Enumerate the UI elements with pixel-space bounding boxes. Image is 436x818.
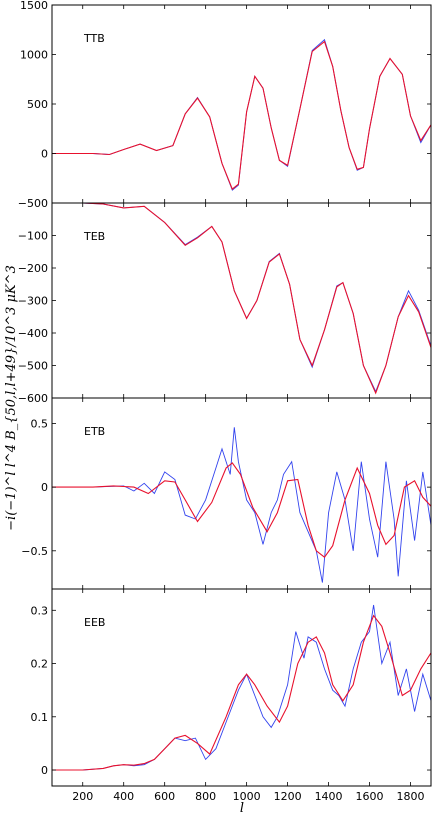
chart-panels: −500050010001500TTB−600−500−400−300−200−… (18, 0, 432, 787)
x-tick-label: 1400 (315, 790, 343, 803)
y-tick-label: 0 (41, 148, 48, 161)
x-tick-label: 1200 (274, 790, 302, 803)
y-tick-label: −600 (18, 392, 48, 405)
y-tick-label: −200 (18, 262, 48, 275)
panel-label: TEB (83, 230, 105, 243)
series-line-blue (52, 604, 431, 771)
y-axis-label: −i(−1)^l l^4 B_{50,l,l+49}/10^3 μK^3 (4, 265, 19, 531)
y-tick-label: 0.5 (31, 417, 49, 430)
y-tick-label: 500 (27, 98, 48, 111)
y-tick-label: 1500 (20, 0, 48, 12)
y-tick-label: 0 (41, 764, 48, 777)
x-axis-label: l (240, 801, 244, 816)
y-tick-label: −300 (18, 295, 48, 308)
y-tick-label: −0.5 (21, 545, 48, 558)
panel-label: ETB (84, 425, 105, 438)
x-tick-label: 200 (72, 790, 93, 803)
x-axis-ticks: 200 400 600 800 1000 1200 1400 1600 1800 (72, 790, 424, 803)
panel-ttb: −500 0 500 1000 1500 TTB (18, 0, 432, 210)
plot-frame (51, 202, 432, 399)
x-tick-label: 1000 (233, 790, 261, 803)
panel-etb: −0.5 0 0.5 ETB (21, 397, 432, 590)
x-tick-label: 1600 (356, 790, 384, 803)
panel-eeb: 0 0.1 0.2 0.3 EEB (31, 588, 432, 787)
series-line-blue (52, 203, 431, 393)
y-tick-label: −400 (18, 327, 48, 340)
y-tick-label: −500 (18, 197, 48, 210)
x-tick-label: 400 (113, 790, 134, 803)
series-line-blue (52, 427, 431, 583)
y-tick-label: 0.1 (31, 711, 49, 724)
x-tick-label: 600 (154, 790, 175, 803)
series-line-red (52, 40, 431, 190)
panel-label: EEB (84, 616, 105, 629)
panel-label: TTB (83, 32, 105, 45)
plot-frame (51, 588, 432, 787)
plot-frame (51, 397, 432, 590)
series-line-red (52, 614, 431, 771)
y-tick-label: 1000 (20, 49, 48, 62)
y-tick-label: −100 (18, 230, 48, 243)
series-line-red (52, 462, 431, 558)
y-tick-label: 0.3 (31, 604, 49, 617)
y-tick-label: 0 (41, 481, 48, 494)
series-line-red (52, 203, 431, 395)
x-tick-label: 1800 (397, 790, 425, 803)
panel-teb: −600 −500 −400 −300 −200 −100 TEB (18, 202, 432, 405)
series-line-blue (52, 38, 431, 191)
y-tick-label: 0.2 (31, 658, 49, 671)
y-tick-label: −500 (18, 360, 48, 373)
x-tick-label: 800 (195, 790, 216, 803)
